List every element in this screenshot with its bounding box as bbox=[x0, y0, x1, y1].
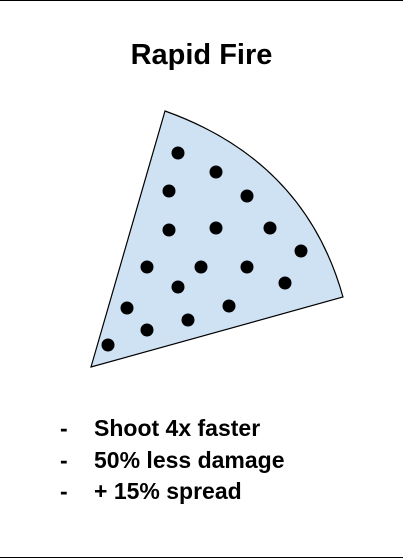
card-title: Rapid Fire bbox=[130, 39, 273, 71]
pellet bbox=[171, 280, 185, 294]
spread-cone bbox=[90, 110, 344, 368]
pellet bbox=[171, 146, 185, 160]
pellet bbox=[162, 223, 176, 237]
bullet-dash: - bbox=[60, 478, 68, 505]
effects-list: - Shoot 4x faster - 50% less damage - + … bbox=[60, 413, 285, 508]
effect-item-damage: - 50% less damage bbox=[60, 445, 285, 477]
effect-text: + 15% spread bbox=[94, 478, 242, 505]
effect-item-spread: - + 15% spread bbox=[60, 476, 285, 508]
pellet bbox=[240, 189, 254, 203]
pellet bbox=[278, 276, 292, 290]
pellet bbox=[263, 221, 277, 235]
pellet bbox=[181, 313, 195, 327]
pellet bbox=[209, 221, 223, 235]
bullet-dash: - bbox=[60, 415, 68, 442]
bullet-dash: - bbox=[60, 446, 68, 473]
effect-item-fire-rate: - Shoot 4x faster bbox=[60, 413, 285, 445]
pellet bbox=[222, 299, 236, 313]
effect-text: 50% less damage bbox=[94, 446, 285, 473]
pellet bbox=[240, 260, 254, 274]
pellet bbox=[294, 244, 308, 258]
pellet bbox=[140, 260, 154, 274]
pellet bbox=[194, 260, 208, 274]
pellet bbox=[162, 184, 176, 198]
pellet bbox=[140, 323, 154, 337]
pellet bbox=[101, 338, 115, 352]
pellet bbox=[209, 165, 223, 179]
pellet bbox=[120, 301, 134, 315]
effect-text: Shoot 4x faster bbox=[94, 415, 261, 442]
pellet-group bbox=[101, 146, 308, 352]
